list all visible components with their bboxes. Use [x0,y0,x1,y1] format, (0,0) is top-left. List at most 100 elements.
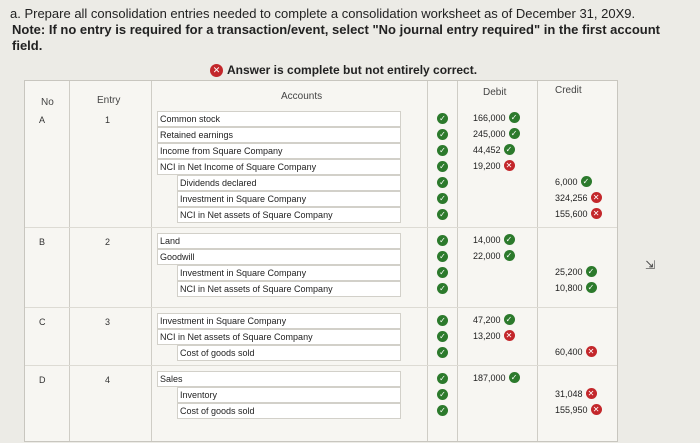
row-no: A [39,115,46,125]
account-name: NCI in Net assets of Square Company [180,210,333,220]
incorrect-icon: ✕ [590,404,602,415]
row-no: C [39,317,46,327]
row-check-icon: ✓ [437,209,448,220]
correct-icon: ✓ [585,266,597,277]
credit-field[interactable]: 25,200 ✓ [555,266,597,277]
debit-field[interactable]: 166,000 ✓ [473,112,520,123]
incorrect-icon: ✕ [503,160,515,171]
correct-icon: ✓ [508,372,520,383]
row-entry: 1 [105,115,111,125]
group-separator [25,307,617,308]
correct-icon: ✓ [503,144,515,155]
account-field[interactable]: Goodwill [157,249,401,265]
account-name: Cost of goods sold [180,348,255,358]
consolidation-worksheet-table: No Entry Accounts Debit Credit A 1 Common … [24,80,618,442]
correct-icon: ✓ [585,282,597,293]
row-check-icon: ✓ [437,347,448,358]
credit-amount: 155,600 [555,208,588,219]
account-name: NCI in Net assets of Square Company [180,284,333,294]
row-check-icon: ✓ [437,193,448,204]
debit-field[interactable]: 13,200 ✕ [473,330,515,341]
row-check-icon: ✓ [437,283,448,294]
correct-icon: ✓ [503,314,515,325]
question-text: a. Prepare all consolidation entries nee… [10,6,690,54]
header-debit: Debit [483,87,507,98]
account-name: Land [160,236,181,246]
question-line-1: a. Prepare all consolidation entries nee… [10,6,636,21]
account-name: NCI in Net assets of Square Company [160,332,313,342]
debit-amount: 187,000 [473,372,506,383]
account-field[interactable]: Retained earnings [157,127,401,143]
row-check-icon: ✓ [437,251,448,262]
account-field[interactable]: NCI in Net assets of Square Company [177,281,401,297]
credit-field[interactable]: 60,400 ✕ [555,346,597,357]
account-name: Common stock [160,114,221,124]
correct-icon: ✓ [503,234,515,245]
account-field[interactable]: Land [157,233,401,249]
incorrect-icon: ✕ [585,346,597,357]
incorrect-icon: ✕ [503,330,515,341]
row-check-icon: ✓ [437,331,448,342]
account-field[interactable]: Investment in Square Company [157,313,401,329]
debit-amount: 44,452 [473,144,501,155]
credit-field[interactable]: 31,048 ✕ [555,388,597,399]
debit-amount: 47,200 [473,314,501,325]
credit-amount: 324,256 [555,192,588,203]
row-check-icon: ✓ [437,405,448,416]
correct-icon: ✓ [508,112,520,123]
account-field[interactable]: Common stock [157,111,401,127]
debit-amount: 245,000 [473,128,506,139]
account-field[interactable]: Cost of goods sold [177,403,401,419]
row-no: B [39,237,46,247]
account-field[interactable]: Investment in Square Company [177,265,401,281]
row-check-icon: ✓ [437,113,448,124]
mouse-cursor-icon: ⇲ [645,258,656,272]
credit-amount: 60,400 [555,346,583,357]
debit-field[interactable]: 19,200 ✕ [473,160,515,171]
debit-field[interactable]: 187,000 ✓ [473,372,520,383]
account-field[interactable]: Dividends declared [177,175,401,191]
row-entry: 2 [105,237,111,247]
account-field[interactable]: Cost of goods sold [177,345,401,361]
account-field[interactable]: Income from Square Company [157,143,401,159]
account-name: Investment in Square Company [160,316,287,326]
row-entry: 4 [105,375,111,385]
credit-field[interactable]: 10,800 ✓ [555,282,597,293]
row-check-icon: ✓ [437,315,448,326]
header-no: No [41,97,54,108]
row-check-icon: ✓ [437,145,448,156]
row-entry: 3 [105,317,111,327]
correct-icon: ✓ [503,250,515,261]
credit-amount: 10,800 [555,282,583,293]
credit-field[interactable]: 155,950 ✕ [555,404,602,415]
debit-amount: 13,200 [473,330,501,341]
account-field[interactable]: NCI in Net Income of Square Company [157,159,401,175]
row-check-icon: ✓ [437,267,448,278]
debit-field[interactable]: 47,200 ✓ [473,314,515,325]
header-accounts: Accounts [281,91,323,102]
debit-field[interactable]: 245,000 ✓ [473,128,520,139]
correct-icon: ✓ [508,128,520,139]
account-field[interactable]: Inventory [177,387,401,403]
debit-field[interactable]: 22,000 ✓ [473,250,515,261]
account-field[interactable]: NCI in Net assets of Square Company [157,329,401,345]
debit-amount: 166,000 [473,112,506,123]
account-name: Retained earnings [160,130,234,140]
correct-icon: ✓ [580,176,592,187]
account-name: Sales [160,374,183,384]
incorrect-icon: ✕ [590,208,602,219]
debit-field[interactable]: 14,000 ✓ [473,234,515,245]
account-name: Investment in Square Company [180,194,307,204]
incorrect-icon: ✕ [585,388,597,399]
debit-field[interactable]: 44,452 ✓ [473,144,515,155]
account-field[interactable]: NCI in Net assets of Square Company [177,207,401,223]
account-field[interactable]: Investment in Square Company [177,191,401,207]
answer-status: ✕ Answer is complete but not entirely co… [210,63,477,77]
account-field[interactable]: Sales [157,371,401,387]
credit-field[interactable]: 155,600 ✕ [555,208,602,219]
credit-amount: 25,200 [555,266,583,277]
credit-field[interactable]: 324,256 ✕ [555,192,602,203]
credit-field[interactable]: 6,000 ✓ [555,176,592,187]
debit-amount: 22,000 [473,250,501,261]
header-entry: Entry [97,95,121,106]
